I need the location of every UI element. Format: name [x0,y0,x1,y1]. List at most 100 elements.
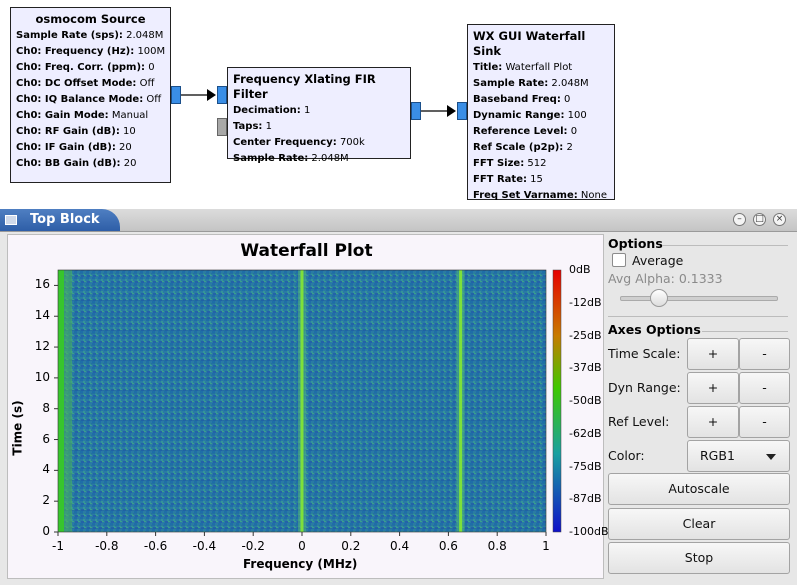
param-value: 512 [527,158,547,169]
connection-arrow [421,105,456,117]
param-value: 10 [123,126,136,137]
connection-arrow [181,89,216,101]
param-name: Ch0: IF Gain (dB): [16,142,116,153]
param-row: Freq Set Varname: None [473,188,609,204]
param-row: Ch0: IQ Balance Mode: Off [16,92,165,108]
param-row: Title: Waterfall Plot [473,60,609,76]
filter-msg-port[interactable] [217,118,227,136]
waterfall-sink-block[interactable]: WX GUI Waterfall Sink Title: Waterfall P… [467,24,615,201]
x-tick-label: 0.2 [341,539,361,553]
colorbar-tick-label: -75dB [569,459,602,473]
param-value: 0 [570,126,578,137]
options-panel: Options Average Avg Alpha: 0.1333 Axes O… [608,234,790,582]
param-value: 700k [339,137,365,148]
block-title: WX GUI Waterfall Sink [473,29,586,58]
average-label: Average [632,253,684,268]
dyn-range-label: Dyn Range: [608,380,681,395]
colorbar-tick-label: -37dB [569,361,602,375]
param-row: Reference Level: 0 [473,124,609,140]
colorbar-tick-label: -62dB [569,426,602,440]
color-select[interactable]: RGB1 [687,440,790,472]
avg-alpha-label: Avg Alpha: 0.1333 [608,271,723,286]
average-checkbox[interactable] [612,253,626,267]
param-value: 2 [566,142,573,153]
x-tick-label: -0.2 [241,539,265,553]
x-tick-label: 0.6 [438,539,458,553]
xlating-fir-filter-block[interactable]: Frequency Xlating FIR Filter Decimation:… [227,67,411,164]
waterfall-plot[interactable] [8,235,605,580]
y-tick-label: 2 [42,493,50,508]
param-row: Taps: 1 [233,119,405,135]
block-title: osmocom Source [35,12,146,26]
window-title-tab[interactable]: Top Block [0,209,120,231]
sink-input-port[interactable] [457,102,467,120]
color-label: Color: [608,448,645,463]
y-tick-label: 0 [42,524,50,538]
block-title: Frequency Xlating FIR Filter [233,72,376,101]
window-titlebar[interactable]: Top Block – □ × [0,209,797,232]
param-name: Ref Scale (p2p): [473,142,564,153]
options-title: Options [608,236,663,251]
x-axis-label: Frequency (MHz) [243,557,358,571]
param-row: Ch0: IF Gain (dB): 20 [16,140,165,156]
color-select-value: RGB1 [700,448,735,463]
param-row: Sample Rate: 2.048M [473,76,609,92]
close-icon[interactable]: × [773,213,786,226]
filter-input-port[interactable] [217,86,227,104]
param-row: Baseband Freq: 0 [473,92,609,108]
edge-band-fade [64,270,72,532]
param-row: Ch0: Frequency (Hz): 100M [16,44,165,60]
param-name: Ch0: Frequency (Hz): [16,46,135,57]
autoscale-button[interactable]: Autoscale [608,473,790,505]
colorbar-tick-label: -100dB [569,525,609,538]
y-tick-label: 12 [34,339,50,354]
ref-level-plus-button[interactable]: + [687,406,739,438]
param-name: Ch0: Freq. Corr. (ppm): [16,62,146,73]
param-name: Ch0: RF Gain (dB): [16,126,120,137]
dyn-range-minus-button[interactable]: - [739,372,790,404]
param-value: Off [139,78,155,89]
param-name: Sample Rate: [233,153,309,164]
param-name: Sample Rate: [473,78,549,89]
colorbar-tick-label: -25dB [569,328,602,342]
avg-alpha-slider-track[interactable] [620,296,778,301]
waterfall-heatmap [58,270,546,532]
window-icon [5,215,17,225]
source-output-port[interactable] [171,86,181,104]
param-row: FFT Size: 512 [473,156,609,172]
colorbar-tick-label: -87dB [569,492,602,506]
param-row: Ch0: Freq. Corr. (ppm): 0 [16,60,165,76]
stop-button[interactable]: Stop [608,542,790,574]
osmocom-source-block[interactable]: osmocom Source Sample Rate (sps): 2.048M… [10,7,171,183]
dyn-range-plus-button[interactable]: + [687,372,739,404]
time-scale-minus-button[interactable]: - [739,338,790,370]
param-value: 1 [304,105,311,116]
param-value: 100M [137,46,166,57]
clear-button[interactable]: Clear [608,508,790,540]
param-name: FFT Size: [473,158,525,169]
param-row: Ch0: BB Gain (dB): 20 [16,156,165,172]
colorbar [552,269,562,533]
signal-line [300,270,304,532]
y-axis-label: Time (s) [10,400,25,456]
time-scale-label: Time Scale: [608,346,681,361]
param-name: Dynamic Range: [473,110,565,121]
ref-level-label: Ref Level: [608,414,670,429]
param-value: None [580,190,608,201]
maximize-icon[interactable]: □ [753,213,766,226]
ref-level-minus-button[interactable]: - [739,406,790,438]
time-scale-plus-button[interactable]: + [687,338,739,370]
minimize-icon[interactable]: – [733,213,746,226]
window-title: Top Block [30,212,100,227]
y-tick-label: 10 [34,369,50,384]
param-row: Center Frequency: 700k [233,135,405,151]
filter-output-port[interactable] [411,102,421,120]
avg-alpha-slider-knob[interactable] [649,289,668,307]
y-tick-label: 8 [42,400,50,415]
axes-options-title: Axes Options [608,322,701,337]
param-value: 2.048M [126,30,164,41]
param-row: FFT Rate: 15 [473,172,609,188]
param-value: 20 [119,142,132,153]
x-tick-label: -0.6 [143,539,168,553]
x-tick-label: -1 [52,539,64,553]
